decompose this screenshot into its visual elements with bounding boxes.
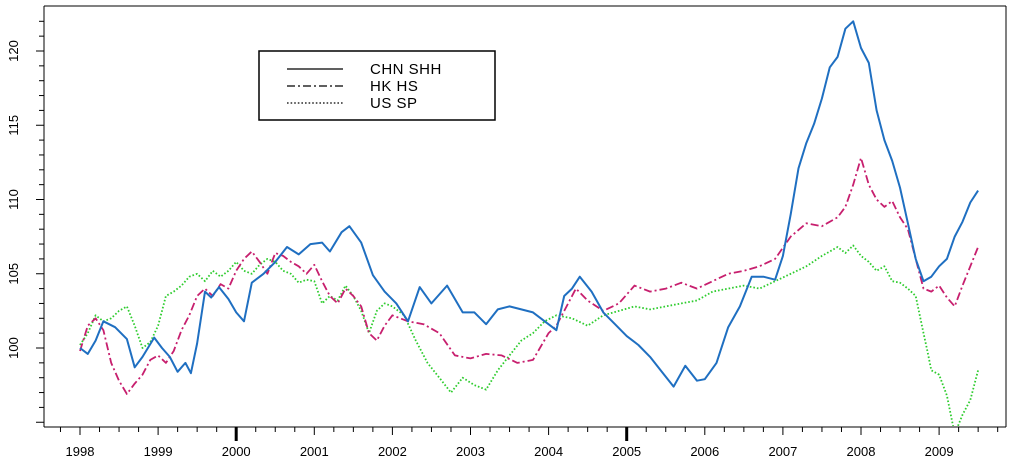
y-tick-label: 100 [6,337,21,359]
x-tick-label: 2009 [925,444,954,459]
x-tick-label: 2008 [847,444,876,459]
x-tick-label: 2002 [378,444,407,459]
x-tick-label: 2001 [300,444,329,459]
x-tick-label: 2005 [612,444,641,459]
x-axis: 1998 1999 2000 2001 2002 2003 2004 2005 2006 2007… [59,427,999,459]
y-tick-label: 110 [6,189,21,210]
y-tick-label: 115 [6,115,21,136]
series-layer [79,20,979,426]
series-hk-hs-line [79,156,979,395]
plot-frame [43,5,1007,428]
legend-label: HK HS [370,78,418,95]
x-tick-label: 1999 [144,444,173,459]
x-tick-label: 2007 [768,444,797,459]
legend-label: CHN SHH [370,61,442,78]
x-tick-label: 2000 [222,444,251,459]
x-tick-label: 2006 [690,444,719,459]
x-tick-label: 2004 [534,444,563,459]
x-tick-label: 1998 [66,444,95,459]
series-us-sp-line [79,244,979,426]
x-tick-label: 2003 [456,444,485,459]
y-axis: 100 105 110 115 120 [6,20,44,423]
legend-label: US SP [370,95,418,112]
series-chn-shh-line [79,20,979,388]
y-tick-label: 120 [6,40,21,62]
y-tick-label: 105 [6,263,21,285]
